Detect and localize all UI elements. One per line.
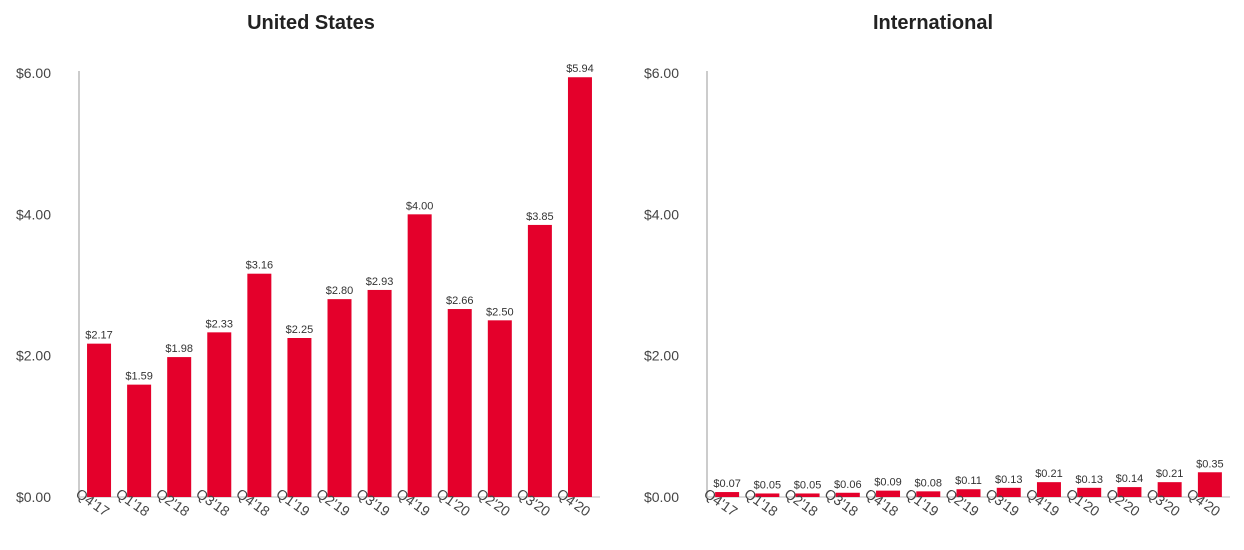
data-label: $0.21 bbox=[1035, 468, 1063, 480]
bar bbox=[367, 289, 392, 497]
bar bbox=[447, 309, 472, 497]
bar bbox=[996, 487, 1021, 497]
bar bbox=[1197, 472, 1222, 497]
data-label: $0.13 bbox=[995, 474, 1023, 486]
bar bbox=[1157, 482, 1182, 497]
data-label: $0.35 bbox=[1196, 458, 1224, 470]
data-label: $0.21 bbox=[1156, 468, 1184, 480]
data-label: $0.07 bbox=[713, 478, 741, 490]
data-label: $0.09 bbox=[874, 477, 902, 489]
data-label: $3.16 bbox=[246, 260, 274, 272]
bar bbox=[755, 493, 780, 497]
y-tick-label: $2.00 bbox=[644, 348, 679, 364]
y-tick-label: $4.00 bbox=[644, 206, 679, 222]
x-tick-label: Q4'17 bbox=[701, 485, 741, 519]
data-label: $0.14 bbox=[1116, 473, 1144, 485]
bar bbox=[567, 77, 592, 498]
bar bbox=[287, 338, 312, 497]
bar bbox=[916, 491, 941, 497]
bar bbox=[87, 343, 112, 497]
data-label: $1.98 bbox=[165, 343, 193, 355]
data-label: $0.05 bbox=[754, 479, 782, 491]
bar bbox=[876, 490, 901, 497]
bar bbox=[1077, 487, 1102, 497]
y-tick-label: $0.00 bbox=[644, 489, 679, 505]
data-label: $2.80 bbox=[326, 285, 354, 297]
data-label: $0.06 bbox=[834, 479, 862, 491]
data-label: $2.25 bbox=[286, 324, 314, 336]
bar bbox=[407, 214, 432, 498]
bar bbox=[527, 224, 552, 497]
y-tick-label: $0.00 bbox=[16, 489, 51, 505]
y-tick-label: $4.00 bbox=[16, 206, 51, 222]
x-tick-label: Q1'19 bbox=[902, 485, 942, 519]
data-label: $5.94 bbox=[566, 63, 594, 75]
y-tick-label: $6.00 bbox=[16, 65, 51, 81]
bar bbox=[1117, 487, 1142, 497]
data-label: $4.00 bbox=[406, 200, 434, 212]
bar bbox=[327, 299, 352, 497]
data-label: $2.66 bbox=[446, 295, 474, 307]
bar bbox=[956, 489, 981, 497]
data-label: $2.50 bbox=[486, 306, 514, 318]
y-tick-label: $6.00 bbox=[644, 65, 679, 81]
data-label: $0.13 bbox=[1075, 474, 1103, 486]
chart-title: United States bbox=[247, 12, 375, 34]
bar bbox=[795, 493, 820, 497]
bar bbox=[487, 320, 512, 497]
bar bbox=[835, 492, 860, 497]
data-label: $0.11 bbox=[955, 475, 982, 487]
bar bbox=[715, 492, 740, 497]
data-label: $2.17 bbox=[85, 330, 113, 342]
data-label: $1.59 bbox=[125, 371, 153, 383]
data-label: $0.08 bbox=[915, 477, 943, 489]
data-label: $0.05 bbox=[794, 479, 822, 491]
bar bbox=[207, 332, 232, 497]
bar bbox=[127, 384, 152, 497]
chart-united-states: United States $0.00 $2.00 $4.00 $6.00 $2.17 Q… bbox=[16, 12, 600, 520]
data-label: $3.85 bbox=[526, 211, 554, 223]
data-label: $2.33 bbox=[206, 318, 234, 330]
chart-international: International $0.00 $2.00 $4.00 $6.00 $0.07 Q… bbox=[622, 0, 1244, 550]
bar-chart-svg: $0.00$2.00$4.00$6.00$2.17Q4'17$1.59Q1'18… bbox=[16, 63, 600, 520]
y-tick-label: $2.00 bbox=[16, 348, 51, 364]
bar bbox=[1036, 482, 1061, 497]
bar bbox=[167, 357, 192, 497]
x-tick-label: Q4'18 bbox=[862, 485, 902, 519]
data-label: $2.93 bbox=[366, 276, 394, 288]
chart-title: International bbox=[872, 12, 993, 34]
bar bbox=[247, 273, 272, 497]
